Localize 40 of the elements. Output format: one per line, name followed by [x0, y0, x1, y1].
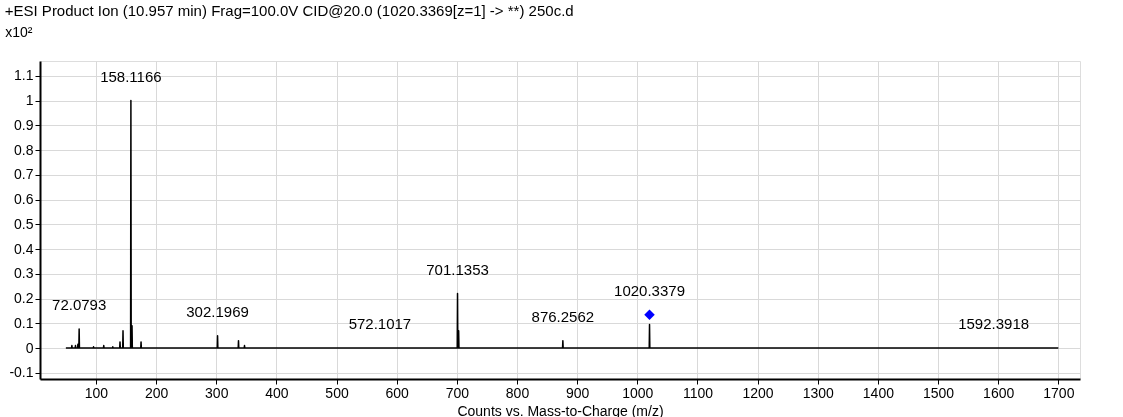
y-tick-label: 0.2 [14, 290, 34, 307]
annotation: 72.0793 [52, 296, 107, 314]
y-axis-title: x10² [5, 23, 33, 40]
x-tick-label: 500 [325, 384, 349, 401]
y-tick-label: 0.1 [14, 314, 34, 331]
annotation: 701.1353 [426, 260, 489, 278]
x-tick-label: 200 [144, 384, 169, 401]
annotation: 302.1969 [186, 302, 249, 320]
x-tick-label: 1200 [742, 384, 774, 401]
annotation: 158.1166 [100, 67, 162, 85]
x-tick-label: 1000 [622, 384, 654, 401]
annotation: 1592.3918 [958, 315, 1030, 333]
y-tick-label: 0.5 [14, 215, 34, 232]
y-tick-label: 0.3 [14, 265, 34, 282]
y-tick-label: 1 [25, 92, 34, 109]
y-tick-label: 0.6 [14, 191, 34, 208]
x-tick-label: 1500 [922, 384, 955, 401]
x-tick-label: 800 [505, 384, 530, 401]
y-tick-label: 0.9 [14, 116, 34, 133]
y-tick-label: 0.4 [14, 240, 34, 257]
x-tick-label: 1100 [682, 384, 714, 401]
y-tick-label: 0.7 [14, 166, 34, 183]
x-tick-label: 300 [205, 384, 229, 401]
chart-title: +ESI Product Ion (10.957 min) Frag=100.0V CID@20.0 (1020.3369[z=1] -> **) 250c.d [4, 2, 574, 19]
x-tick-label: 100 [84, 384, 109, 401]
x-tick-label: 700 [445, 384, 470, 401]
y-tick-label: 1.1 [14, 67, 34, 84]
x-tick-label: 1400 [862, 384, 895, 401]
annotation: 572.1017 [348, 315, 412, 333]
x-tick-label: 1600 [983, 384, 1015, 401]
x-tick-label: 600 [385, 384, 410, 401]
annotation: 1020.3379 [614, 281, 685, 299]
y-tick-label: 0.8 [14, 141, 34, 158]
y-tick-label: -0.1 [9, 364, 34, 381]
x-tick-label: 1700 [1043, 384, 1075, 401]
y-tick-label: 0 [25, 339, 34, 356]
x-tick-label: 400 [265, 384, 289, 401]
x-tick-label: 1300 [802, 384, 835, 401]
x-tick-label: 900 [565, 384, 590, 401]
annotation: 876.2562 [531, 307, 595, 325]
